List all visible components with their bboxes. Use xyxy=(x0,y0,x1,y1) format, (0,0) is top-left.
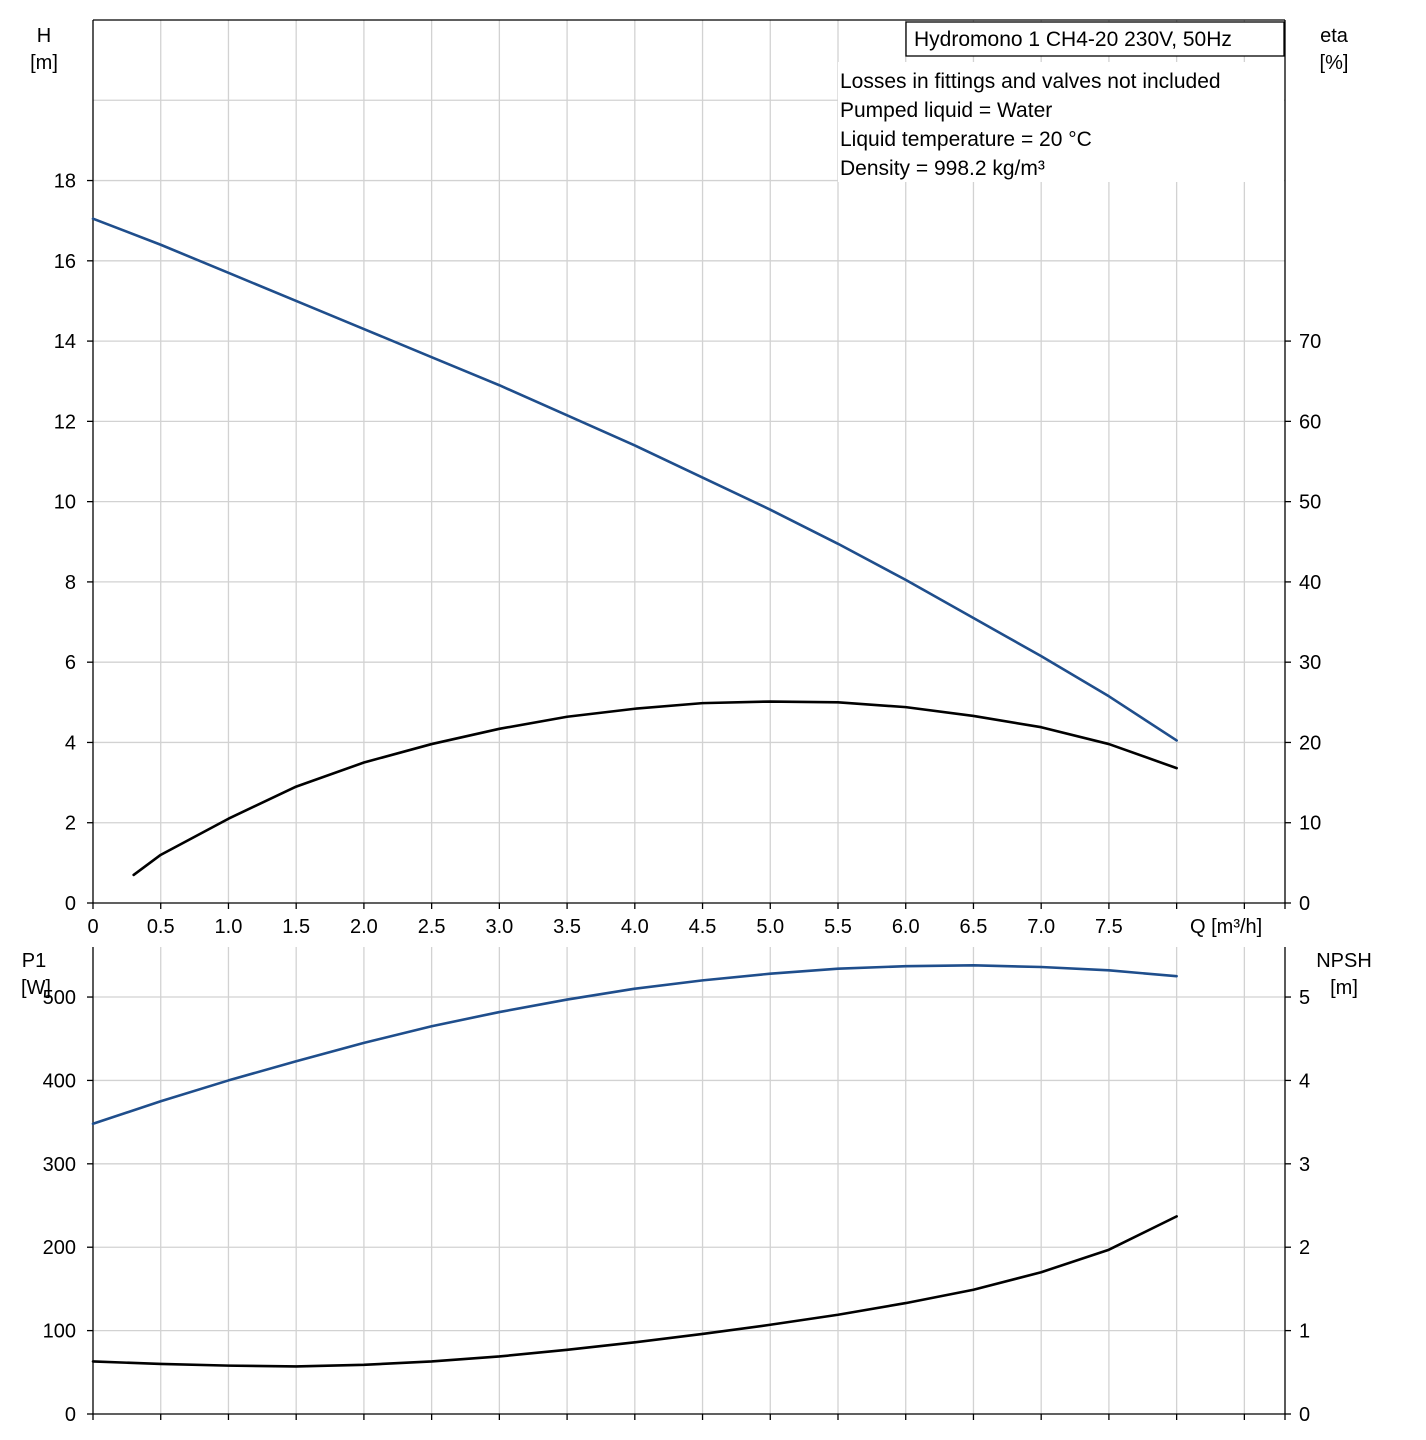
left-tick-label: 100 xyxy=(43,1321,76,1343)
x-tick-label: 3.0 xyxy=(485,916,513,938)
left-tick-label: 300 xyxy=(43,1154,76,1176)
left-tick-label: 12 xyxy=(54,411,76,433)
left-tick-label: 0 xyxy=(65,893,76,915)
right-tick-label: 40 xyxy=(1299,572,1321,594)
top-chart-axes xyxy=(87,19,1291,909)
power-axis-unit: [W] xyxy=(21,977,51,999)
left-tick-label: 14 xyxy=(54,331,76,353)
right-tick-label: 5 xyxy=(1299,987,1310,1009)
bottom-chart-grid xyxy=(93,947,1285,1414)
right-tick-label: 20 xyxy=(1299,732,1321,754)
x-tick-label: 2.5 xyxy=(418,916,446,938)
right-tick-label: 2 xyxy=(1299,1237,1310,1259)
right-tick-label: 60 xyxy=(1299,411,1321,433)
x-tick-label: 0 xyxy=(87,916,98,938)
info-line: Liquid temperature = 20 °C xyxy=(840,128,1092,151)
left-tick-label: 2 xyxy=(65,813,76,835)
x-tick-label: 4.0 xyxy=(621,916,649,938)
x-tick-label: 3.5 xyxy=(553,916,581,938)
x-tick-label: 0.5 xyxy=(147,916,175,938)
x-tick-label: 6.0 xyxy=(892,916,920,938)
efficiency-axis-label: eta xyxy=(1320,25,1349,47)
left-tick-label: 200 xyxy=(43,1237,76,1259)
right-tick-label: 10 xyxy=(1299,813,1321,835)
info-line: Losses in fittings and valves not includ… xyxy=(840,70,1221,93)
left-tick-label: 500 xyxy=(43,987,76,1009)
flow-axis-label: Q [m³/h] xyxy=(1190,916,1262,938)
x-tick-label: 7.5 xyxy=(1095,916,1123,938)
right-tick-label: 30 xyxy=(1299,652,1321,674)
power-curve xyxy=(91,964,1178,1126)
left-tick-label: 400 xyxy=(43,1070,76,1092)
x-tick-label: 4.5 xyxy=(689,916,717,938)
right-tick-label: 0 xyxy=(1299,1404,1310,1426)
left-tick-label: 16 xyxy=(54,251,76,273)
right-tick-label: 4 xyxy=(1299,1070,1310,1092)
npsh-axis-unit: [m] xyxy=(1330,977,1358,999)
efficiency-axis-unit: [%] xyxy=(1320,52,1349,74)
head-curve xyxy=(91,217,1178,742)
left-tick-label: 18 xyxy=(54,171,76,193)
left-tick-label: 10 xyxy=(54,492,76,514)
x-tick-label: 7.0 xyxy=(1027,916,1055,938)
x-tick-label: 2.0 xyxy=(350,916,378,938)
left-tick-label: 6 xyxy=(65,652,76,674)
left-tick-label: 8 xyxy=(65,572,76,594)
right-tick-label: 3 xyxy=(1299,1154,1310,1176)
npsh-curve xyxy=(91,1215,1178,1368)
x-tick-label: 1.0 xyxy=(215,916,243,938)
left-tick-label: 0 xyxy=(65,1404,76,1426)
x-tick-label: 6.5 xyxy=(960,916,988,938)
info-line: Pumped liquid = Water xyxy=(840,99,1052,122)
npsh-axis-label: NPSH xyxy=(1316,950,1372,972)
x-tick-label: 5.0 xyxy=(756,916,784,938)
product-label: Hydromono 1 CH4-20 230V, 50Hz xyxy=(914,28,1232,51)
head-axis-label: H xyxy=(37,25,51,47)
right-tick-label: 0 xyxy=(1299,893,1310,915)
right-tick-label: 70 xyxy=(1299,331,1321,353)
x-tick-label: 1.5 xyxy=(282,916,310,938)
right-tick-label: 1 xyxy=(1299,1321,1310,1343)
head-axis-unit: [m] xyxy=(30,52,58,74)
info-box-background xyxy=(838,62,1284,182)
product-label-box xyxy=(905,21,1285,57)
right-tick-label: 50 xyxy=(1299,492,1321,514)
bottom-chart-axes xyxy=(87,947,1291,1420)
power-axis-label: P1 xyxy=(22,950,46,972)
left-tick-label: 4 xyxy=(65,732,76,754)
curves xyxy=(91,217,1178,1368)
x-tick-label: 5.5 xyxy=(824,916,852,938)
efficiency-curve xyxy=(132,700,1178,877)
info-line: Density = 998.2 kg/m³ xyxy=(840,157,1045,180)
